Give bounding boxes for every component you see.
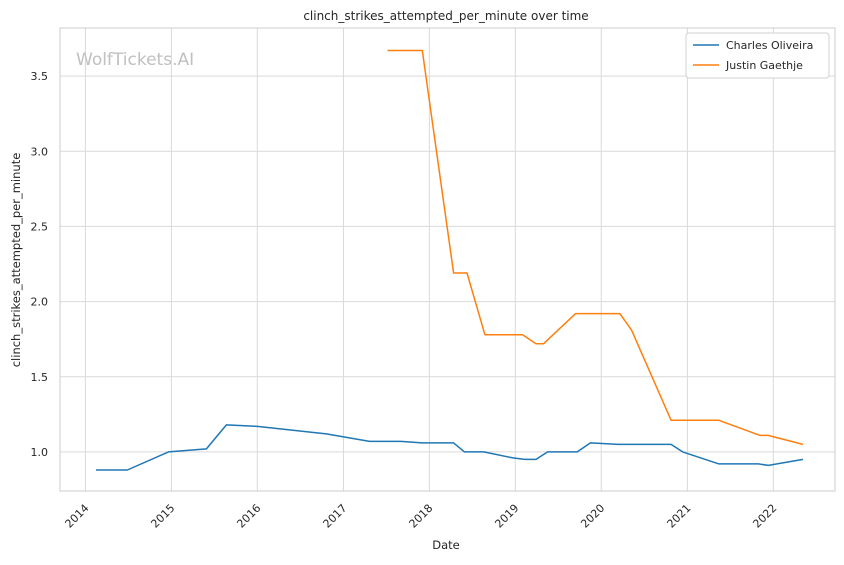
x-tick-label: 2016 xyxy=(234,502,263,531)
y-tick-label: 3.5 xyxy=(31,70,49,83)
x-axis-title: Date xyxy=(432,538,460,552)
x-tick-label: 2022 xyxy=(750,502,779,531)
series-line-justin-gaethje xyxy=(387,49,804,446)
grid xyxy=(60,28,835,491)
legend-label-charles-oliveira: Charles Oliveira xyxy=(726,39,813,52)
y-tick-label: 2.5 xyxy=(31,220,49,233)
x-tick-label: 2020 xyxy=(578,502,607,531)
x-tick-label: 2015 xyxy=(148,502,177,531)
x-tick-label: 2014 xyxy=(63,502,92,531)
legend-label-justin-gaethje: Justin Gaethje xyxy=(725,59,803,72)
chart-title: clinch_strikes_attempted_per_minute over… xyxy=(303,9,588,23)
y-tick-label: 1.5 xyxy=(31,371,49,384)
watermark: WolfTickets.AI xyxy=(76,50,194,70)
y-axis-ticks: 1.0 1.5 2.0 2.5 3.0 3.5 xyxy=(31,70,49,459)
y-tick-label: 3.0 xyxy=(31,145,49,158)
x-axis-ticks: 2014 2015 2016 2017 2018 2019 2020 2021 2022 xyxy=(63,502,780,531)
series-lines xyxy=(96,49,804,471)
legend: Charles Oliveira Justin Gaethje xyxy=(685,32,830,79)
x-tick-label: 2018 xyxy=(407,502,436,531)
plot-frame xyxy=(59,27,836,492)
y-axis-title: clinch_strikes_attempted_per_minute xyxy=(9,153,23,368)
x-tick-label: 2021 xyxy=(665,502,694,531)
series-line-charles-oliveira xyxy=(96,424,804,471)
x-tick-label: 2017 xyxy=(321,502,350,531)
y-tick-label: 1.0 xyxy=(31,446,49,459)
y-tick-label: 2.0 xyxy=(31,296,49,309)
x-tick-label: 2019 xyxy=(492,502,521,531)
legend-box xyxy=(685,32,830,79)
